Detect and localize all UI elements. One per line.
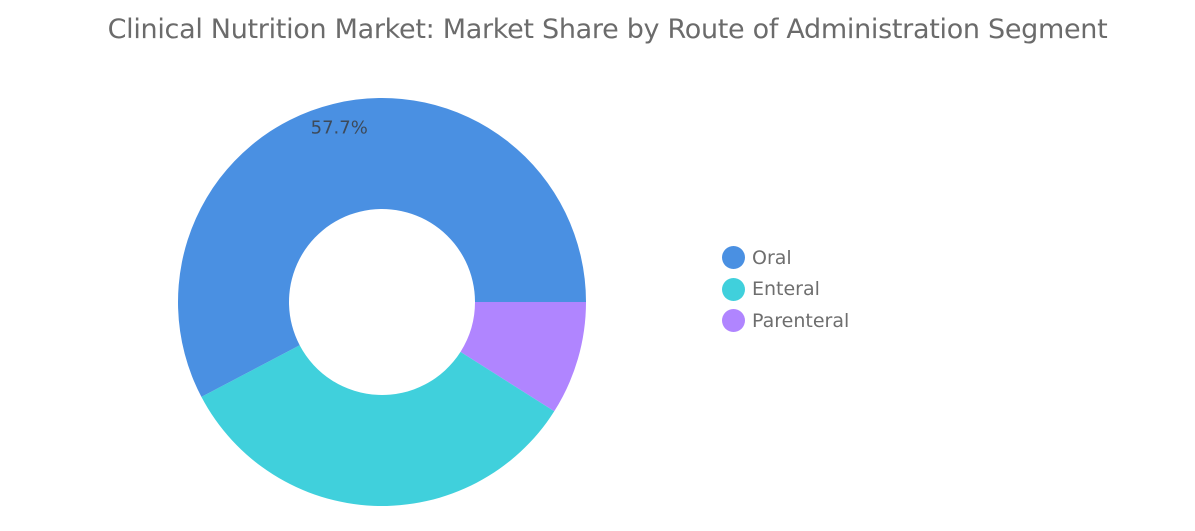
chart-title: Clinical Nutrition Market: Market Share … — [107, 14, 1108, 45]
data-label-oral: 57.7% — [311, 118, 368, 139]
legend-item-oral[interactable]: Oral — [722, 242, 849, 274]
legend-item-enteral[interactable]: Enteral — [722, 274, 849, 306]
legend-label: Parenteral — [752, 309, 850, 332]
slice-parenteral[interactable] — [460, 302, 586, 412]
legend-label: Oral — [752, 246, 792, 269]
legend-swatch — [722, 277, 745, 301]
legend-label: Enteral — [752, 278, 820, 301]
legend: Oral Enteral Parenteral — [722, 242, 849, 337]
slice-enteral[interactable] — [201, 345, 555, 506]
legend-item-parenteral[interactable]: Parenteral — [722, 305, 849, 337]
legend-swatch — [722, 309, 745, 333]
slice-oral[interactable] — [178, 98, 586, 397]
legend-swatch — [722, 246, 745, 270]
